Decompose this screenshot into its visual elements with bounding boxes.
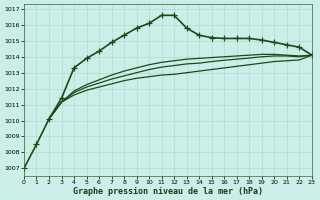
- X-axis label: Graphe pression niveau de la mer (hPa): Graphe pression niveau de la mer (hPa): [73, 187, 263, 196]
